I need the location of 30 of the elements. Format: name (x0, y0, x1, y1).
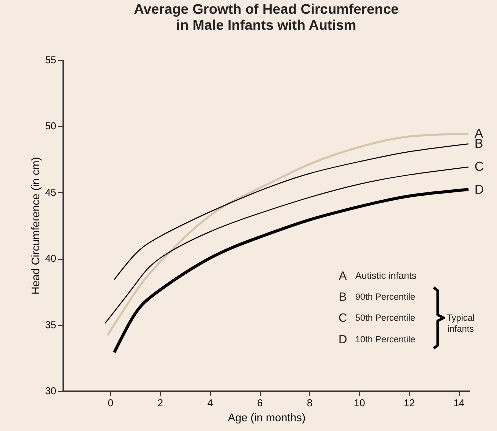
x-tick-label: 8 (307, 398, 314, 410)
text: Average Growth of Head Circumference (134, 1, 399, 17)
y-axis-title: Head Circumference (in cm) (30, 157, 42, 295)
x-tick-label: 14 (454, 398, 466, 410)
text: A (339, 268, 348, 283)
x-axis-title: Age (in months) (228, 412, 306, 424)
y-tick-label: 50 (45, 122, 57, 133)
x-tick-label: 12 (404, 398, 416, 410)
annotation: 50th Percentile (355, 313, 416, 324)
x-tick-label: 10 (354, 398, 366, 410)
text: C (338, 311, 348, 326)
annotation: 10th Percentile (355, 334, 416, 344)
annotation: Typical infants (446, 313, 475, 334)
x-tick-label: 2 (158, 398, 164, 410)
x-tick-label: 0 (108, 398, 114, 410)
text: B (339, 290, 348, 304)
y-tick-label: 45 (45, 188, 57, 199)
y-tick-label: 35 (45, 320, 57, 332)
y-tick-label: 40 (45, 254, 57, 266)
y-tick-label: 30 (45, 386, 57, 398)
text: D (338, 332, 348, 346)
series-label: D (474, 182, 484, 197)
annotation: 90th Percentile (355, 292, 416, 302)
line-series (114, 144, 470, 280)
text: in Male Infants with Autism (176, 17, 356, 33)
y-tick-label: 55 (45, 56, 57, 66)
series-label: C (474, 159, 484, 174)
annotation: Autistic infants (355, 270, 417, 282)
x-tick-label: 4 (208, 398, 214, 410)
x-tick-label: 6 (257, 398, 264, 410)
